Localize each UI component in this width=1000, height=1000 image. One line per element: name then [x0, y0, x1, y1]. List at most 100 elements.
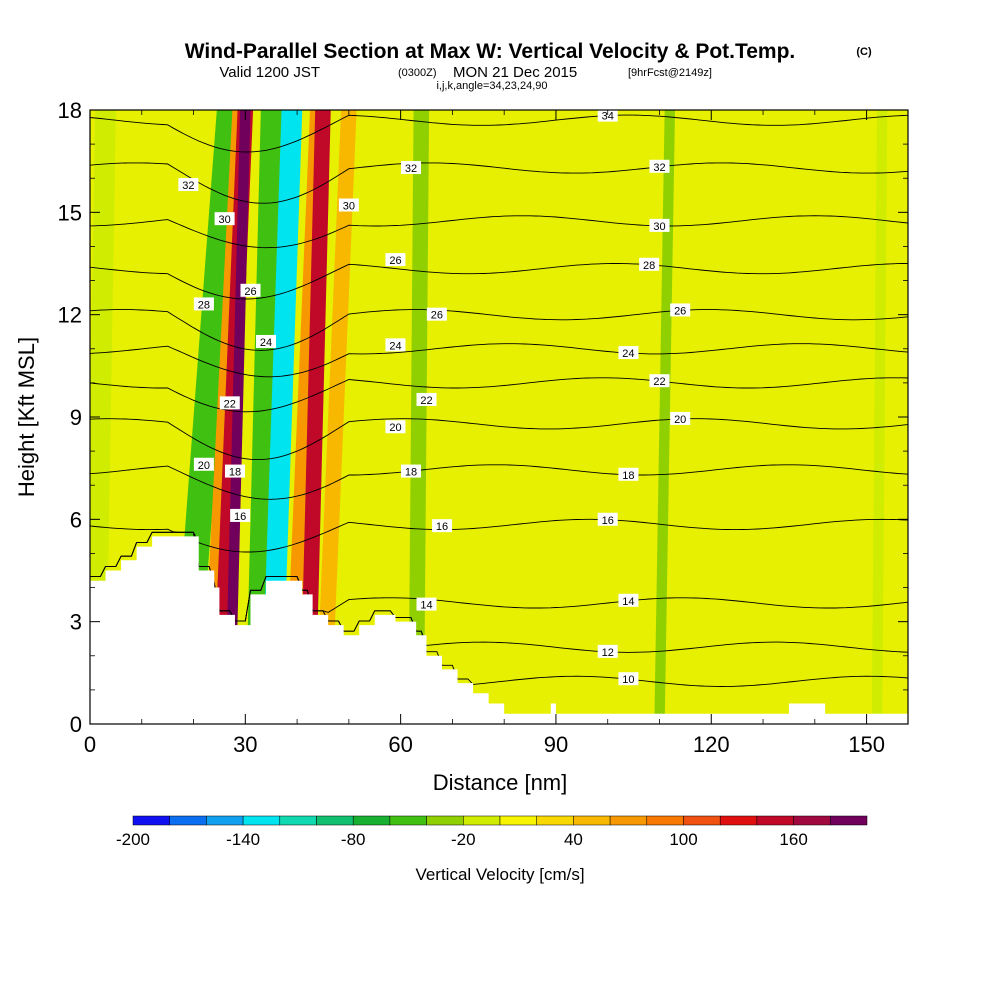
contour-label-20-main5: 20: [670, 411, 691, 426]
colorbar-label: 160: [779, 830, 807, 849]
contour-label-16-x8: 16: [432, 519, 453, 533]
colorbar-label: -200: [116, 830, 150, 849]
velocity-band-0: [90, 110, 116, 724]
contour-label-24-main7: 24: [618, 346, 639, 360]
x-tick-label: 60: [388, 732, 412, 757]
svg-text:26: 26: [674, 305, 686, 317]
colorbar-swatch: [756, 815, 794, 826]
contour-label-22-main6: 22: [649, 374, 670, 388]
contour-label-26-x3: 26: [426, 307, 447, 322]
contour-label-32-x0: 32: [400, 160, 421, 175]
svg-text:10: 10: [622, 674, 634, 686]
plot-area: 10 12 14 16 18 20 22 24 26 28 30 32 34 32 30 26 26 24 22 20…: [90, 110, 908, 724]
theta-contour-32: [90, 162, 908, 204]
colorbar-label: -140: [226, 830, 260, 849]
x-axis-title: Distance [nm]: [433, 770, 568, 795]
svg-text:22: 22: [653, 376, 665, 388]
colorbar-swatch: [609, 815, 648, 826]
y-axis-title: Height [Kft MSL]: [14, 337, 39, 497]
colorbar-swatch: [279, 815, 317, 826]
svg-text:30: 30: [218, 214, 230, 226]
theta-contour-28: [90, 263, 908, 300]
colorbar-swatch: [463, 815, 501, 826]
y-tick-label: 0: [70, 712, 82, 737]
contour-label-34-main12: 34: [597, 110, 618, 123]
svg-text:16: 16: [436, 521, 448, 533]
theta-contour-18: [90, 464, 908, 500]
x-tick-label: 0: [84, 732, 96, 757]
contour-label-16-main3: 16: [597, 512, 618, 527]
contour-label-30-x1: 30: [338, 198, 359, 213]
contour-label-12-main1: 12: [597, 644, 618, 659]
colorbar-swatch: [206, 815, 244, 826]
section-indices-label: i,j,k,angle=34,23,24,90: [436, 80, 547, 92]
velocity-band-11: [654, 110, 676, 724]
theta-contour-24: [90, 343, 908, 378]
contour-label-26-main8: 26: [670, 303, 691, 317]
contour-label-30-x11: 30: [214, 212, 235, 226]
title-corner-mark: (C): [856, 46, 872, 58]
colorbar-swatch: [316, 815, 354, 826]
colorbar-swatch: [646, 815, 684, 826]
terrain-mask: [90, 536, 908, 724]
colorbar-label: -20: [451, 830, 476, 849]
y-tick-label: 9: [70, 405, 82, 430]
y-tick-label: 15: [58, 200, 82, 225]
contour-label-18-x17: 18: [224, 464, 245, 479]
svg-text:32: 32: [653, 162, 665, 174]
contour-label-18-main4: 18: [618, 467, 639, 482]
contour-label-32-main11: 32: [649, 159, 670, 174]
theta-contour-34: [90, 114, 908, 153]
contour-label-26-x13: 26: [240, 283, 261, 298]
x-tick-label: 90: [544, 732, 568, 757]
svg-text:28: 28: [643, 260, 655, 272]
forecast-label: [9hrFcst@2149z]: [628, 67, 712, 79]
velocity-band-12: [871, 110, 888, 724]
svg-text:26: 26: [389, 255, 401, 267]
svg-text:24: 24: [389, 340, 401, 352]
svg-text:16: 16: [234, 511, 246, 523]
theta-contour-22: [90, 377, 908, 413]
velocity-band-4: [224, 110, 251, 724]
y-tick-label: 6: [70, 507, 82, 532]
svg-text:30: 30: [653, 221, 665, 233]
svg-text:20: 20: [389, 422, 401, 434]
svg-text:24: 24: [260, 337, 272, 349]
valid-time-label: Valid 1200 JST: [219, 64, 320, 81]
velocity-band-6: [260, 110, 303, 724]
theta-contour-14: [90, 531, 908, 622]
svg-text:32: 32: [182, 180, 194, 192]
x-tick-label: 30: [233, 732, 257, 757]
svg-text:20: 20: [198, 460, 210, 472]
svg-text:26: 26: [431, 310, 443, 322]
contour-label-10-main0: 10: [618, 672, 639, 686]
colorbar-swatch: [573, 815, 611, 826]
y-tick-label: 12: [58, 303, 82, 328]
contour-label-24-x4: 24: [385, 338, 406, 352]
svg-text:18: 18: [229, 467, 241, 479]
contour-label-16-x18: 16: [230, 508, 251, 523]
colorbar-title: Vertical Velocity [cm/s]: [415, 865, 584, 884]
colorbar-swatch: [830, 815, 868, 826]
colorbar-swatch: [536, 815, 574, 826]
velocity-band-8: [299, 110, 331, 724]
svg-text:24: 24: [622, 348, 634, 360]
colorbar: -200 -140 -80 -20 40 100 160: [116, 815, 868, 849]
colorbar-swatch: [169, 815, 207, 826]
theta-contours: [90, 114, 908, 687]
colorbar-label: 40: [564, 830, 583, 849]
colorbar-label: -80: [341, 830, 366, 849]
theta-contour-20: [90, 418, 908, 461]
colorbar-swatch: [499, 815, 537, 826]
contour-label-22-x5: 22: [416, 392, 437, 407]
svg-text:22: 22: [420, 395, 432, 407]
theta-contour-16: [90, 518, 908, 553]
colorbar-label: 100: [669, 830, 697, 849]
colorbar-swatch: [352, 815, 391, 826]
svg-text:14: 14: [420, 600, 432, 612]
contour-label-30-main10: 30: [649, 218, 670, 233]
svg-text:12: 12: [602, 647, 614, 659]
svg-text:18: 18: [622, 470, 634, 482]
svg-text:16: 16: [602, 515, 614, 527]
